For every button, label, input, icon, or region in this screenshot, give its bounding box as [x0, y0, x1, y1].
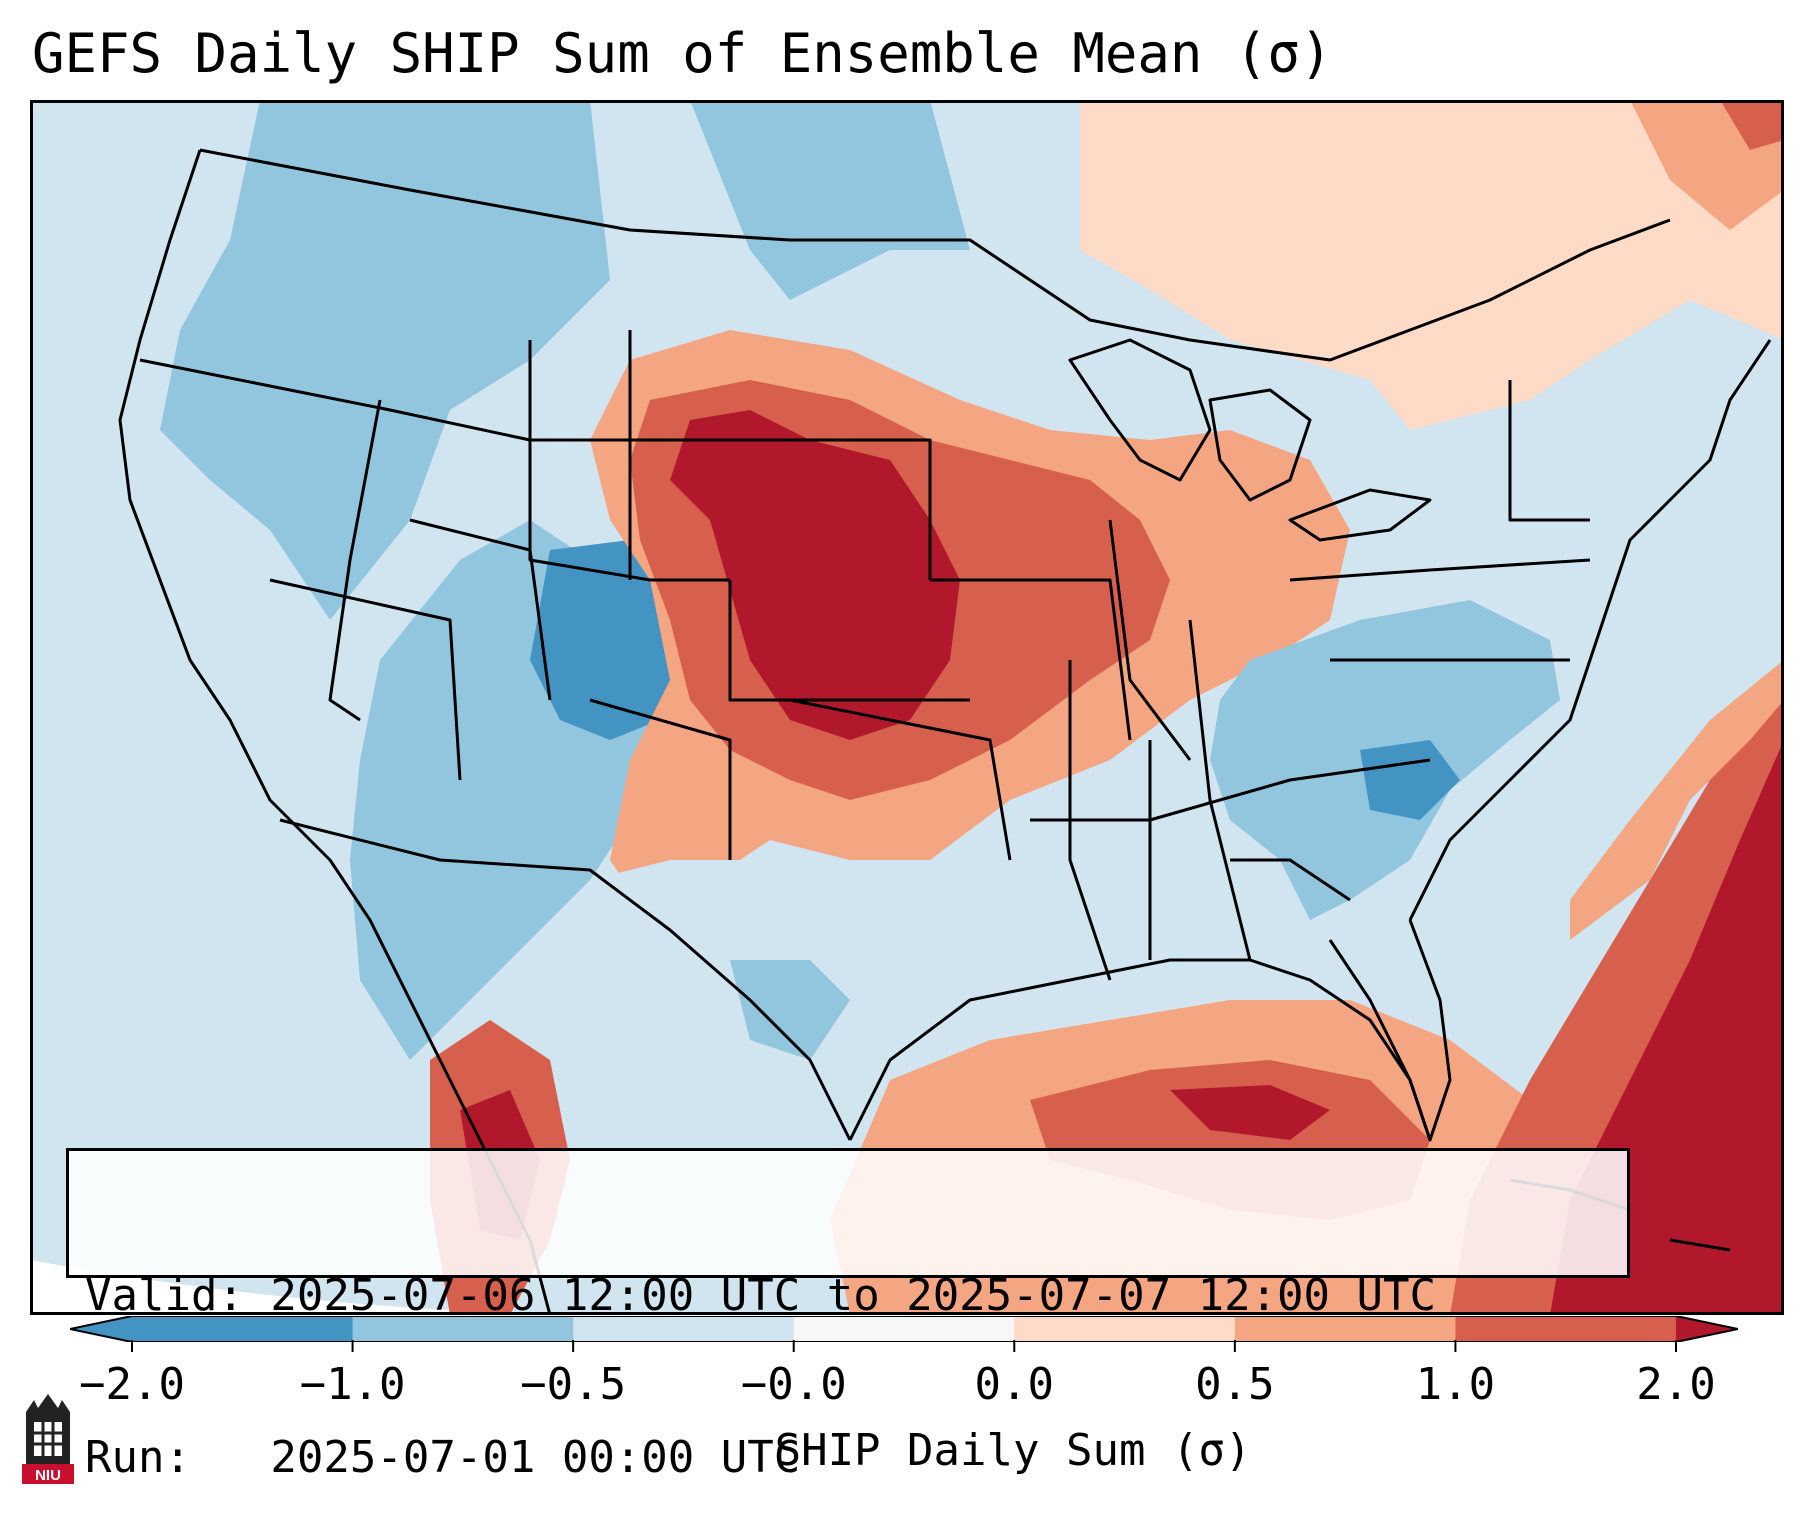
- west-coast: [118, 149, 552, 1315]
- state-line-indiana-alabama: [1188, 619, 1252, 961]
- lake-michigan-superior: [1068, 338, 1212, 482]
- state-line-arkansas-louisiana: [1068, 660, 1112, 981]
- anomaly-map: [30, 100, 1784, 1315]
- region-north-cool: [690, 100, 970, 300]
- state-line-north-1: [139, 358, 650, 442]
- state-line-ohio-penn: [1289, 558, 1591, 582]
- region-northwest-cool: [160, 100, 610, 620]
- region-texas-cool: [730, 960, 850, 1060]
- region-atlantic-edge: [1570, 660, 1784, 940]
- florida-coast: [1328, 919, 1452, 1142]
- state-line-wyoming: [528, 340, 730, 582]
- projection-edge-left: [30, 1260, 630, 1315]
- colorbar-segment: [132, 1316, 354, 1342]
- region-plains-core: [670, 410, 960, 740]
- colorbar-tick-label: −0.5: [520, 1359, 627, 1410]
- state-line-georgia: [1230, 858, 1351, 902]
- colorbar-extend-low: [70, 1316, 132, 1342]
- colorbar-tick-label: −2.0: [79, 1359, 185, 1410]
- region-colorado-cool-core: [530, 540, 680, 740]
- lake-erie-ontario: [1288, 488, 1432, 542]
- state-line-illinois: [1108, 519, 1192, 761]
- state-line-oklahoma: [789, 698, 1012, 861]
- colorbar-tick-label: −0.0: [740, 1359, 847, 1410]
- gulf-coast: [848, 958, 1432, 1141]
- colorbar-segment: [793, 1316, 1015, 1342]
- colorbar-tick-label: −1.0: [299, 1359, 406, 1410]
- colorbar-segment: [352, 1316, 574, 1342]
- colorbar-extend-high: [1676, 1316, 1738, 1342]
- east-coast: [1408, 339, 1772, 921]
- state-line-nebraska: [650, 438, 932, 580]
- region-northeast-light-warm: [1080, 100, 1784, 430]
- run-time-line: Run: 2025-07-01 00:00 UTC: [85, 1432, 801, 1483]
- state-line-arizona: [269, 578, 462, 781]
- colorbar-segment: [573, 1316, 795, 1342]
- validity-info-box: Valid: 2025-07-06 12:00 UTC to 2025-07-0…: [66, 1148, 1630, 1483]
- map-panel: [30, 100, 1784, 1315]
- colorbar-tick-label: 1.0: [1415, 1359, 1496, 1410]
- state-line-kansas: [728, 580, 970, 702]
- colorbar-segment: [1014, 1316, 1236, 1342]
- colorbar-tick-label: 0.5: [1195, 1359, 1275, 1410]
- colorbar-segments: [70, 1316, 1738, 1342]
- niu-logo: NIU: [22, 1394, 74, 1484]
- colorbar-tick-marks: [131, 1340, 1677, 1352]
- state-line-tennessee: [1030, 758, 1431, 822]
- valid-time-line: Valid: 2025-07-06 12:00 UTC to 2025-07-0…: [85, 1270, 1437, 1321]
- logo-banner: [22, 1464, 74, 1484]
- colorbar: [70, 1316, 1738, 1342]
- colorbar-ticks: [131, 1340, 1677, 1352]
- boundary-lines: [118, 148, 1772, 1315]
- state-line-nevada: [328, 399, 382, 722]
- region-georgia-cool-core: [1360, 740, 1460, 820]
- colorbar-segment: [1455, 1316, 1677, 1342]
- logo-window-frame: [34, 1422, 62, 1456]
- hispaniola-outline: [1669, 1238, 1731, 1252]
- state-line-utah-colorado: [409, 518, 552, 701]
- logo-text: NIU: [35, 1467, 61, 1484]
- state-line-new-england: [1508, 380, 1590, 522]
- lake-huron: [1208, 388, 1312, 502]
- us-mexico-border: [279, 818, 852, 1141]
- colorbar-label: SHIP Daily Sum (σ): [774, 1425, 1252, 1476]
- region-labrador-core: [1720, 100, 1784, 150]
- state-line-new-mexico: [589, 698, 732, 860]
- us-canada-border: [199, 148, 1671, 362]
- chart-title: GEFS Daily SHIP Sum of Ensemble Mean (σ): [32, 22, 1333, 85]
- colorbar-tick-label: 2.0: [1636, 1359, 1716, 1410]
- state-line-missouri: [930, 578, 1132, 741]
- logo-window-grid: [34, 1422, 62, 1456]
- region-gulf-hotspot: [1170, 1085, 1330, 1140]
- colorbar-segment: [1234, 1316, 1456, 1342]
- colorbar-tick-label: 0.0: [974, 1359, 1055, 1410]
